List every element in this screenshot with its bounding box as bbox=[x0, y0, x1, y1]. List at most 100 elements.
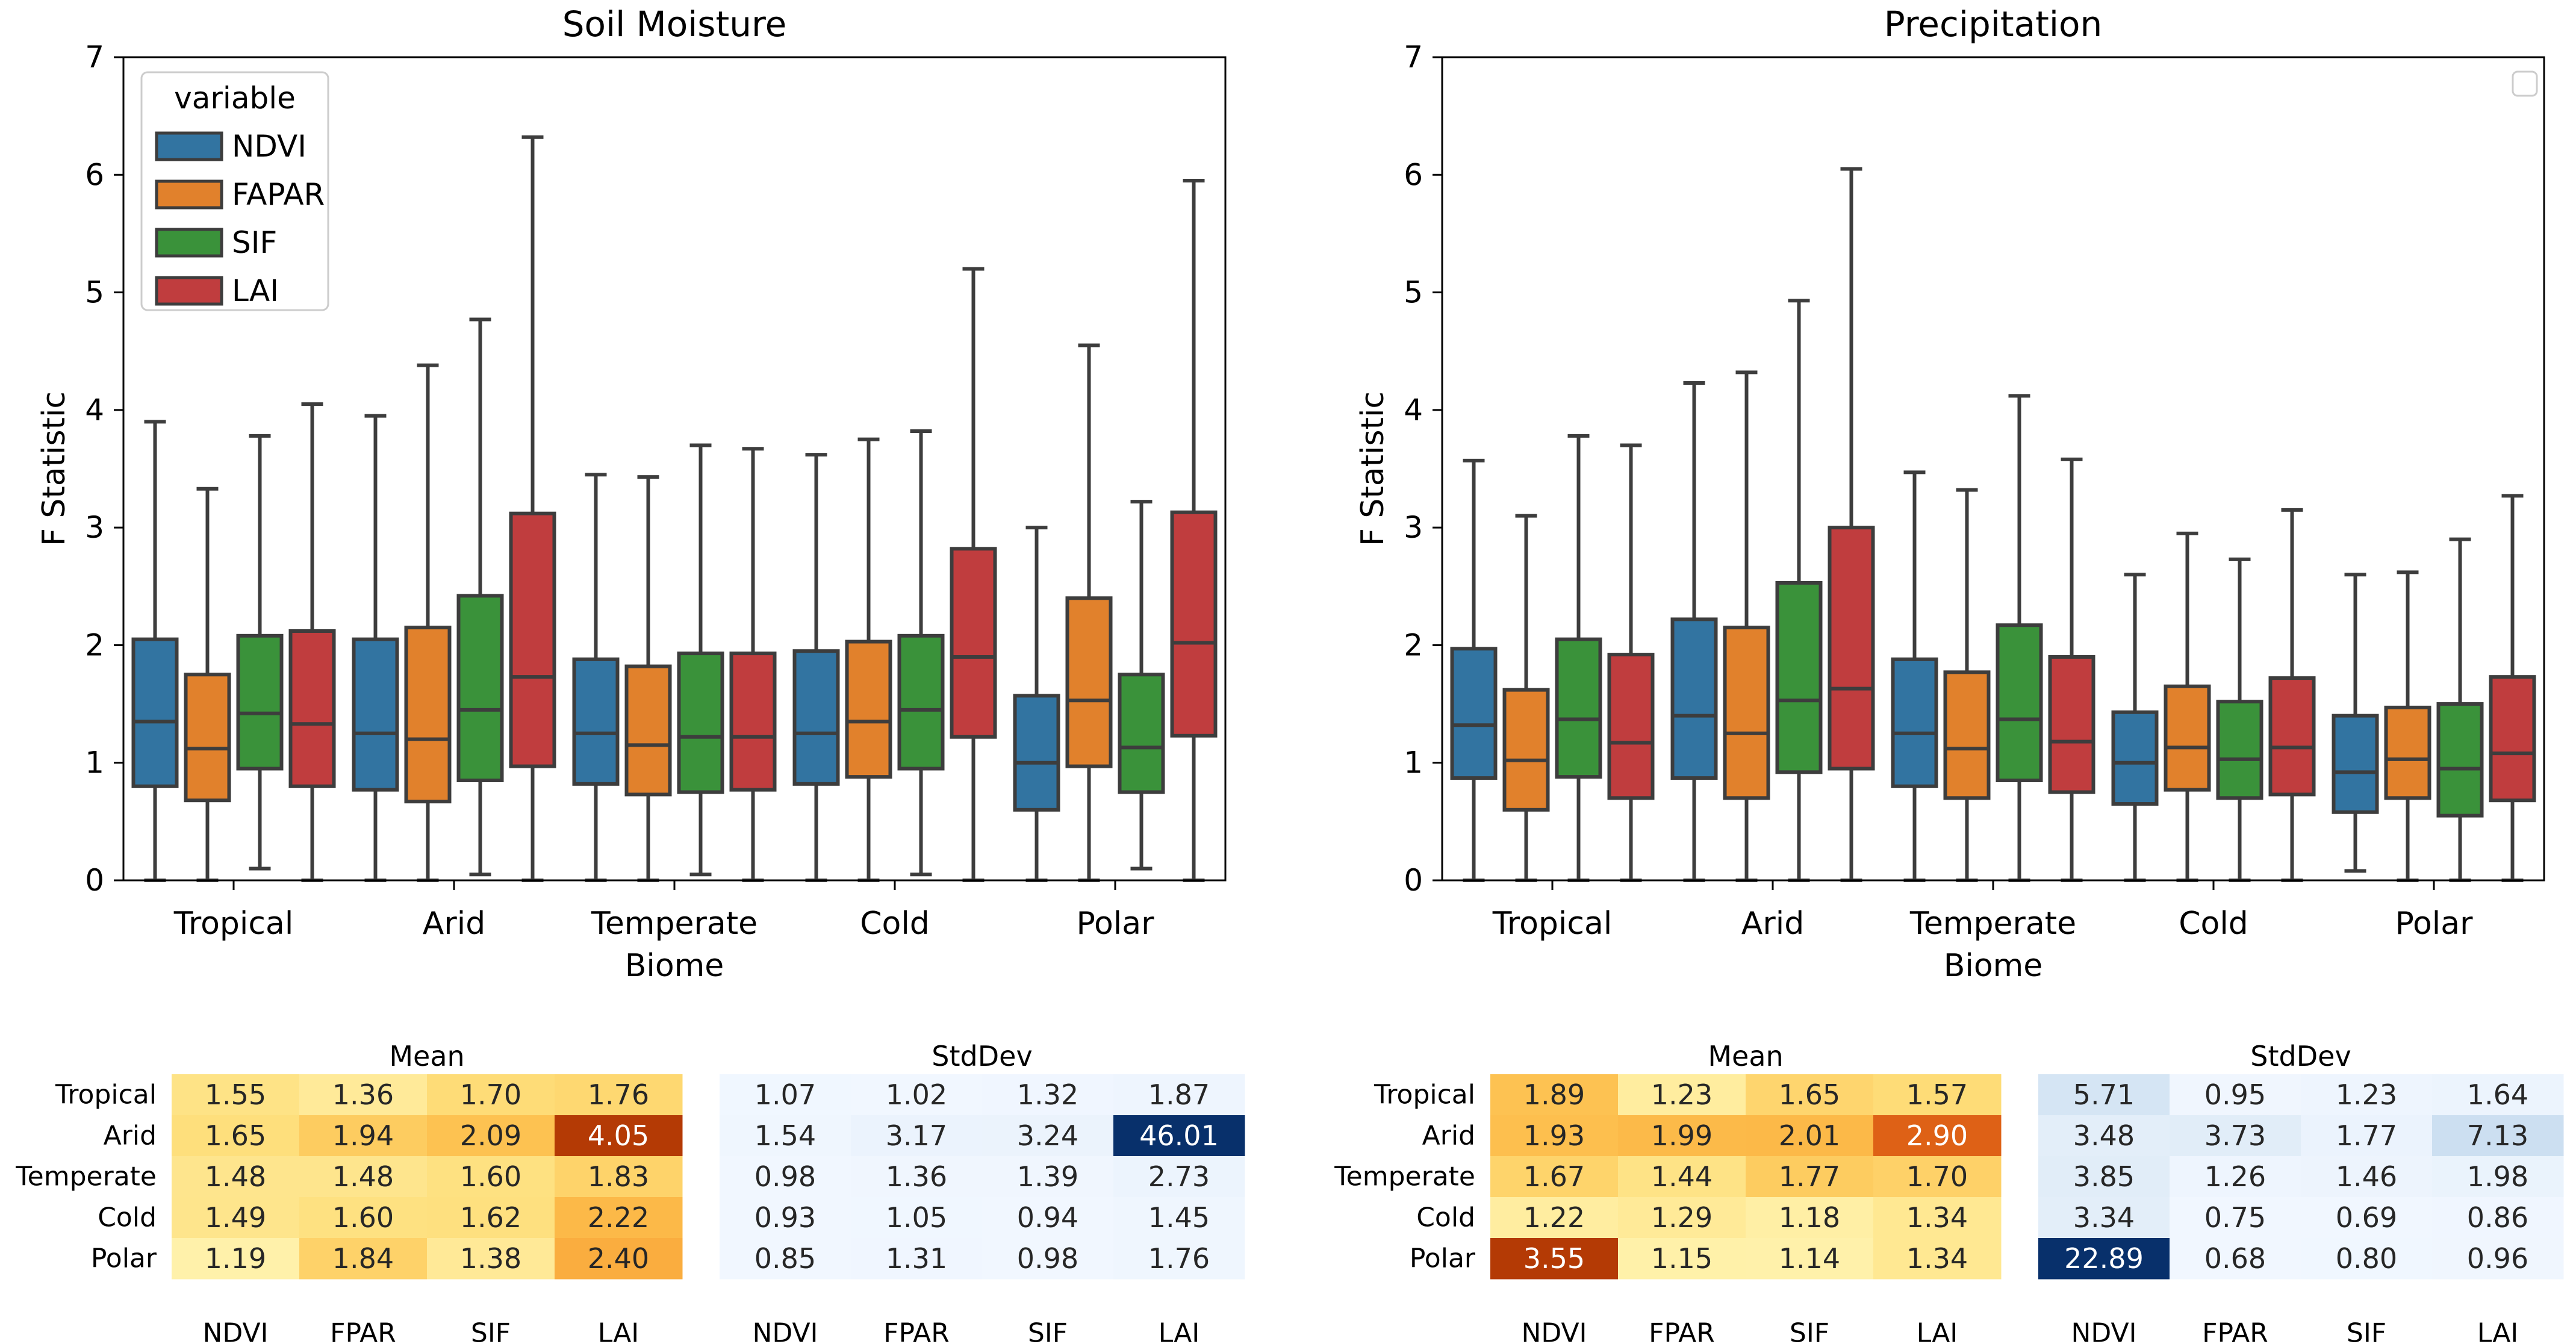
heatmap-cell-value: 2.40 bbox=[588, 1242, 649, 1275]
heatmap-cell-polar-lai: 0.96 bbox=[2432, 1238, 2564, 1280]
heatmap-cell-value: 1.36 bbox=[886, 1160, 947, 1193]
box-lai-cold bbox=[950, 267, 997, 882]
heatmap-cell-polar-sif: 1.14 bbox=[1746, 1238, 1874, 1280]
heatmap-cell-value: 1.67 bbox=[1523, 1160, 1585, 1193]
box-ndvi-tropical bbox=[1450, 458, 1498, 882]
box-fapar-arid bbox=[404, 363, 452, 882]
heatmap-row-label: Polar bbox=[1410, 1243, 1476, 1274]
heatmap-cell-value: 1.02 bbox=[886, 1078, 947, 1111]
box-fapar-tropical bbox=[1502, 514, 1550, 882]
heatmap-cell-value: 2.73 bbox=[1148, 1160, 1210, 1193]
heatmap-cell-cold-ndvi: 0.93 bbox=[720, 1197, 851, 1239]
heatmap-cell-fill bbox=[1873, 1156, 2002, 1198]
box-sif-arid bbox=[456, 317, 504, 877]
heatmap-cell-fill bbox=[427, 1238, 555, 1280]
heatmap-cell-value: 1.64 bbox=[2467, 1078, 2528, 1111]
heatmap-cell-fill bbox=[299, 1238, 428, 1280]
heatmap-cell-value: 1.98 bbox=[2467, 1160, 2528, 1193]
chart-title: Soil Moisture bbox=[562, 4, 787, 45]
box-lai-polar bbox=[2489, 494, 2536, 882]
heatmap-cell-fill bbox=[299, 1156, 428, 1198]
heatmap-row-label: Tropical bbox=[1374, 1080, 1475, 1110]
heatmap-cell-value: 1.44 bbox=[1651, 1160, 1713, 1193]
heatmap-col-label: SIF bbox=[471, 1318, 511, 1344]
heatmap-cell-tropical-sif: 1.70 bbox=[427, 1074, 555, 1116]
heatmap-cell-cold-ndvi: 3.34 bbox=[2038, 1197, 2170, 1239]
heatmap-cell-value: 1.83 bbox=[588, 1160, 649, 1193]
box-fapar-cold bbox=[845, 437, 892, 882]
heatmap-cell-value: 1.32 bbox=[1017, 1078, 1078, 1111]
x-tick-label: Tropical bbox=[173, 906, 294, 942]
heatmap-cell-fill bbox=[1490, 1156, 1619, 1198]
heatmap-cell-value: 1.87 bbox=[1148, 1078, 1210, 1111]
y-axis-label: F Statistic bbox=[1355, 391, 1391, 546]
heatmap-cell-fill bbox=[2170, 1156, 2301, 1198]
box-iqr bbox=[792, 649, 840, 786]
box-lai-polar bbox=[1170, 179, 1218, 882]
box-lai-cold bbox=[2268, 508, 2316, 882]
heatmap-cell-value: 1.05 bbox=[886, 1201, 947, 1234]
heatmap-cell-fill bbox=[1873, 1074, 2002, 1116]
heatmap-cell-value: 0.85 bbox=[754, 1242, 816, 1275]
heatmap-cell-polar-fpar: 1.31 bbox=[851, 1238, 983, 1280]
heatmap-cell-value: 1.70 bbox=[1906, 1160, 1968, 1193]
heatmap-cell-arid-fpar: 1.99 bbox=[1618, 1115, 1746, 1157]
box-sif-tropical bbox=[1555, 434, 1602, 882]
box-fapar-polar bbox=[1065, 343, 1113, 882]
heatmap-cell-tropical-fpar: 1.36 bbox=[299, 1074, 428, 1116]
heatmap-cell-fill bbox=[427, 1074, 555, 1116]
heatmap-cell-cold-sif: 0.69 bbox=[2301, 1197, 2433, 1239]
box-iqr bbox=[1065, 596, 1113, 768]
heatmap-cell-fill bbox=[1113, 1238, 1245, 1280]
heatmap-cell-fill bbox=[299, 1115, 428, 1157]
heatmap-cell-value: 1.34 bbox=[1906, 1242, 1968, 1275]
heatmap-cell-temperate-fpar: 1.48 bbox=[299, 1156, 428, 1198]
heatmap-cell-fill bbox=[2038, 1074, 2170, 1116]
box-iqr bbox=[2436, 702, 2484, 818]
box-iqr bbox=[1891, 657, 1938, 788]
heatmap-cell-polar-sif: 1.38 bbox=[427, 1238, 555, 1280]
heatmap-cell-arid-lai: 4.05 bbox=[555, 1115, 683, 1157]
box-iqr bbox=[1607, 653, 1655, 800]
heatmap-cell-fill bbox=[427, 1197, 555, 1239]
box-iqr bbox=[1996, 623, 2043, 783]
heatmap-cell-fill bbox=[1490, 1197, 1619, 1239]
heatmap-cell-polar-lai: 1.76 bbox=[1113, 1238, 1245, 1280]
heatmap-cell-fill bbox=[1873, 1238, 2002, 1280]
heatmap-cell-tropical-fpar: 1.02 bbox=[851, 1074, 983, 1116]
heatmap-col-label: SIF bbox=[2347, 1318, 2386, 1344]
heatmap-soil_std: StdDev 1.07 1.02 1.32 1.87 1.54 3.17 3.24 46.01 0… bbox=[720, 1040, 1245, 1344]
heatmap-cell-value: 1.46 bbox=[2336, 1160, 2397, 1193]
box-sif-polar bbox=[2436, 537, 2484, 882]
heatmap-cell-polar-lai: 1.34 bbox=[1873, 1238, 2002, 1280]
heatmap-cell-value: 2.01 bbox=[1779, 1119, 1840, 1152]
heatmap-cell-fill bbox=[720, 1074, 851, 1116]
heatmap-col-label: LAI bbox=[1917, 1318, 1958, 1344]
heatmap-cell-tropical-lai: 1.76 bbox=[555, 1074, 683, 1116]
x-tick-label: Polar bbox=[1076, 906, 1154, 942]
heatmap-cell-fill bbox=[2038, 1115, 2170, 1157]
box-lai-tropical bbox=[1607, 443, 1655, 882]
heatmap-cell-value: 1.65 bbox=[205, 1119, 266, 1152]
heatmap-cell-temperate-sif: 1.60 bbox=[427, 1156, 555, 1198]
heatmap-cell-fill bbox=[2432, 1238, 2564, 1280]
box-iqr bbox=[404, 626, 452, 804]
box-ndvi-temperate bbox=[1891, 470, 1938, 882]
heatmap-cell-cold-ndvi: 1.49 bbox=[172, 1197, 300, 1239]
heatmap-cell-fill bbox=[1618, 1156, 1746, 1198]
heatmap-cell-fill bbox=[982, 1115, 1114, 1157]
heatmap-cell-fill bbox=[1113, 1197, 1245, 1239]
heatmap-cell-fill bbox=[2301, 1197, 2433, 1239]
heatmap-cell-fill bbox=[1746, 1197, 1874, 1239]
box-lai-tropical bbox=[288, 402, 336, 882]
heatmap-cell-fill bbox=[2038, 1156, 2170, 1198]
box-sif-cold bbox=[897, 429, 945, 877]
box-iqr bbox=[1450, 647, 1498, 780]
y-tick-label: 6 bbox=[85, 157, 104, 192]
heatmap-cell-value: 1.34 bbox=[1906, 1201, 1968, 1234]
heatmap-cell-fill bbox=[851, 1115, 983, 1157]
heatmap-row-label: Cold bbox=[1416, 1202, 1475, 1233]
heatmap-cell-value: 3.73 bbox=[2204, 1119, 2266, 1152]
box-fapar-cold bbox=[2164, 531, 2211, 882]
